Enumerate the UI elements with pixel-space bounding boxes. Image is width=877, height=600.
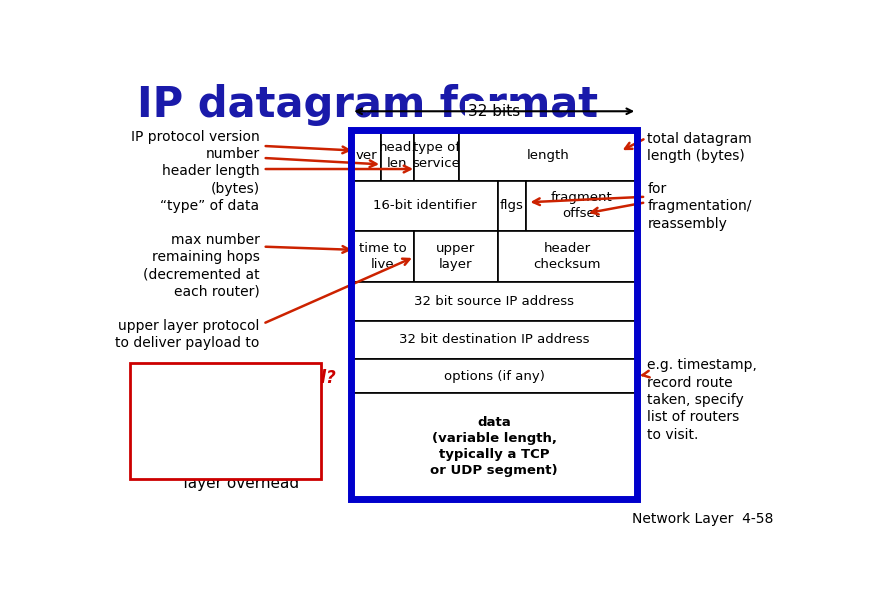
Bar <box>351 130 637 499</box>
Text: ❖: ❖ <box>142 426 153 439</box>
Bar <box>351 359 637 393</box>
Bar <box>351 130 380 181</box>
Bar <box>130 363 320 479</box>
Text: 20 bytes of TCP: 20 bytes of TCP <box>164 394 283 409</box>
Text: time to
live: time to live <box>359 242 406 271</box>
Text: ❖: ❖ <box>142 457 153 470</box>
Bar <box>497 232 637 282</box>
Text: fragment
offset: fragment offset <box>550 191 612 220</box>
Text: header
checksum: header checksum <box>533 242 601 271</box>
Text: IP datagram format: IP datagram format <box>137 83 597 125</box>
Bar <box>351 282 637 320</box>
Text: e.g. timestamp,
record route
taken, specify
list of routers
to visit.: e.g. timestamp, record route taken, spec… <box>646 358 756 442</box>
Text: ver: ver <box>354 149 376 161</box>
Text: 16-bit identifier: 16-bit identifier <box>372 199 475 212</box>
Bar <box>497 181 525 232</box>
Bar <box>351 181 497 232</box>
Text: ❖: ❖ <box>142 394 153 407</box>
Text: 32 bits: 32 bits <box>467 104 520 119</box>
Text: head.
len: head. len <box>378 140 416 170</box>
Bar <box>380 130 413 181</box>
Text: length: length <box>526 149 568 161</box>
Text: options (if any): options (if any) <box>443 370 544 383</box>
Text: upper layer protocol
to deliver payload to: upper layer protocol to deliver payload … <box>115 319 260 350</box>
Bar <box>351 393 637 499</box>
Bar <box>459 130 637 181</box>
Bar <box>351 232 413 282</box>
Bar <box>413 130 459 181</box>
Text: type of
service: type of service <box>412 140 460 170</box>
Text: max number
remaining hops
(decremented at
each router): max number remaining hops (decremented a… <box>143 233 260 299</box>
Text: data
(variable length,
typically a TCP
or UDP segment): data (variable length, typically a TCP o… <box>430 416 558 477</box>
Text: total datagram
length (bytes): total datagram length (bytes) <box>646 132 752 163</box>
Text: 32 bit destination IP address: 32 bit destination IP address <box>398 334 588 346</box>
Text: 32 bit source IP address: 32 bit source IP address <box>414 295 574 308</box>
Text: upper
layer: upper layer <box>436 242 474 271</box>
Text: for
fragmentation/
reassembly: for fragmentation/ reassembly <box>646 182 751 230</box>
Text: Network Layer  4-58: Network Layer 4-58 <box>631 512 773 526</box>
Text: how much overhead?: how much overhead? <box>137 368 335 386</box>
Text: 20 bytes of IP: 20 bytes of IP <box>164 426 268 441</box>
Bar <box>351 320 637 359</box>
Bar <box>525 181 637 232</box>
Bar <box>413 232 497 282</box>
Text: = 40 bytes + app
    layer overhead: = 40 bytes + app layer overhead <box>164 457 299 491</box>
Text: flgs: flgs <box>499 199 524 212</box>
Text: IP protocol version
number
header length
(bytes)
“type” of data: IP protocol version number header length… <box>131 130 260 213</box>
